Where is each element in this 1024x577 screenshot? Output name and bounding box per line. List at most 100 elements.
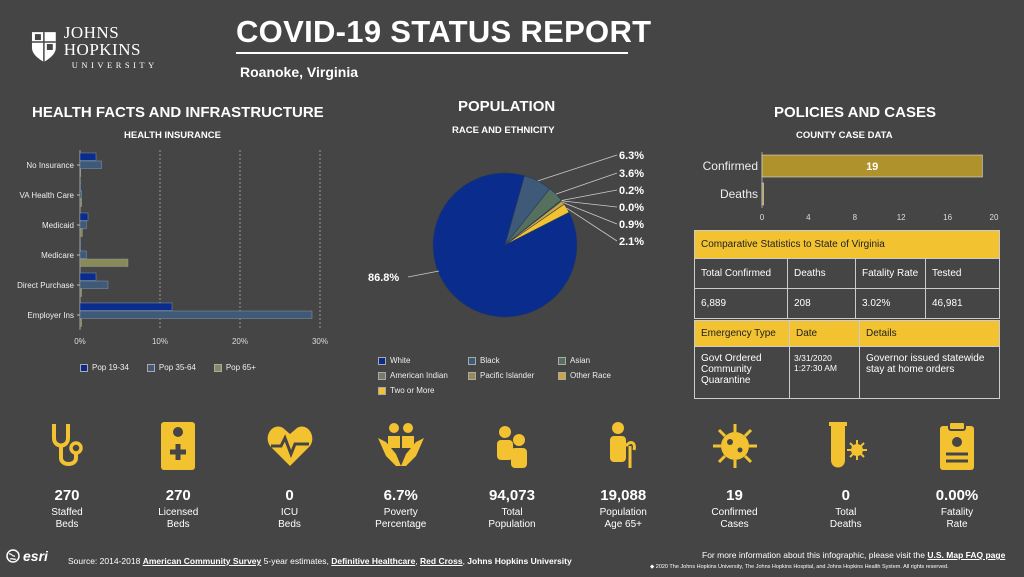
more-info: For more information about this infograp… <box>702 550 1005 560</box>
jhu-source: Johns Hopkins University <box>467 556 572 566</box>
legend-asian: Asian <box>558 356 648 365</box>
stat-value: 94,073 <box>489 487 535 504</box>
bar-pop-35-64 <box>79 250 87 259</box>
leader-line <box>407 270 440 278</box>
stat-label: Licensed Beds <box>158 507 199 530</box>
stat-value: 270 <box>54 487 80 504</box>
page-title: COVID-19 STATUS REPORT <box>236 14 652 49</box>
x-tick-label: 0% <box>74 337 86 346</box>
legend-pop-35-64: Pop 35-64 <box>146 363 196 372</box>
x-tick-label: 20% <box>232 337 248 346</box>
copyright: ◆ 2020 The Johns Hopkins University, The… <box>650 564 949 570</box>
population-section-title: POPULATION <box>458 98 556 115</box>
y-tick-label: VA Health Care <box>19 191 74 200</box>
legend-pop-65: Pop 65+ <box>213 363 256 372</box>
bar-pop-65- <box>79 288 82 297</box>
legend-two-or-more: Two or More <box>378 386 468 395</box>
redcross-link[interactable]: Red Cross <box>420 556 463 566</box>
stat-licensed-beds: 270 Licensed Beds <box>123 420 233 531</box>
legend-black: Black <box>468 356 558 365</box>
stat-value: 19,088 <box>600 487 647 504</box>
esri-logo: esri <box>6 548 48 564</box>
bar-pop-65- <box>79 198 82 207</box>
x-tick-label: 10% <box>152 337 168 346</box>
bar-pop-35-64 <box>79 310 313 319</box>
race-ethnicity-pie: 86.8% 6.3% 3.6% 0.2% 0.0% 0.9% 2.1% <box>368 150 644 318</box>
slice-two-or-more <box>504 203 570 246</box>
x-tick-label: 0 <box>760 213 765 222</box>
acs-link[interactable]: American Community Survey <box>142 556 262 566</box>
bar-pop-35-64 <box>79 220 87 229</box>
emerg-header-type: Emergency Type <box>694 320 790 347</box>
location-subtitle: Roanoke, Virginia <box>240 64 358 80</box>
stat-icu-beds: 0 ICU Beds <box>235 420 345 531</box>
logo-sub: UNIVERSITY <box>71 60 158 71</box>
stat-label: Total Deaths <box>829 507 862 530</box>
x-tick-label: 4 <box>806 213 811 222</box>
hospital-bed-icon <box>161 422 196 470</box>
x-tick-label: 30% <box>312 337 328 346</box>
health-chart-title: HEALTH INSURANCE <box>124 130 221 141</box>
more-info-text: For more information about this infograp… <box>702 550 926 560</box>
stat-label: ICU Beds <box>278 507 301 530</box>
emerg-header-date: Date <box>789 320 860 347</box>
pie-value-label: 0.0% <box>619 202 644 214</box>
source-prefix: Source: 2014-2018 <box>68 556 141 566</box>
y-tick-label: Medicaid <box>42 221 74 230</box>
heartbeat-icon <box>267 426 312 466</box>
elderly-icon <box>610 422 637 468</box>
emerg-details: Governor issued statewide stay at home o… <box>859 346 1000 399</box>
comp-header-deaths: Deaths <box>787 258 856 289</box>
bar-pop-19-34 <box>79 242 82 251</box>
bar-pop-19-34 <box>79 212 89 221</box>
stat-value: 270 <box>165 487 191 504</box>
bar-pop-65- <box>79 318 82 327</box>
pie-value-label: 86.8% <box>368 272 399 284</box>
bar-pop-35-64 <box>79 190 82 199</box>
policies-section-title: POLICIES AND CASES <box>774 104 936 121</box>
stat-population-65: 19,088 Population Age 65+ <box>568 420 678 531</box>
globe-icon <box>6 549 20 563</box>
health-section-title: HEALTH FACTS AND INFRASTRUCTURE <box>32 104 324 121</box>
hands-people-icon <box>377 423 424 466</box>
title-rule <box>236 52 628 54</box>
bar-pop-65- <box>79 258 129 267</box>
health-legend: Pop 19-34 Pop 35-64 Pop 65+ <box>80 363 256 372</box>
comp-header-tested: Tested <box>925 258 1000 289</box>
faq-link[interactable]: U.S. Map FAQ page <box>927 550 1006 560</box>
legend-other-race: Other Race <box>558 371 648 380</box>
bar-pop-19-34 <box>79 302 173 311</box>
pie-value-label: 0.9% <box>619 219 644 231</box>
population-legend: White Black Asian American Indian Pacifi… <box>378 356 678 395</box>
bar-pop-65- <box>79 168 82 177</box>
clipboard-icon <box>940 421 974 470</box>
y-tick-label: Employer Ins <box>27 311 74 320</box>
y-tick-label: No Insurance <box>26 161 74 170</box>
emerg-header-details: Details <box>859 320 1000 347</box>
pie-value-label: 3.6% <box>619 168 644 180</box>
stat-label: Staffed Beds <box>51 507 83 530</box>
case-chart-title: COUNTY CASE DATA <box>796 130 893 141</box>
source-line: Source: 2014-2018 American Community Sur… <box>68 556 572 566</box>
pie-value-label: 0.2% <box>619 185 644 197</box>
case-bar <box>761 182 764 206</box>
leader-line <box>566 207 618 242</box>
bar-pop-19-34 <box>79 152 97 161</box>
comp-value-deaths: 208 <box>787 288 856 319</box>
bar-pop-35-64 <box>79 280 109 289</box>
logo-name: JOHNS HOPKINS <box>63 23 141 60</box>
comp-title: Comparative Statistics to State of Virgi… <box>694 230 1000 259</box>
stats-row: 270 Staffed Beds 270 Licensed Beds 0 ICU… <box>12 420 1012 531</box>
test-tube-icon <box>828 422 867 468</box>
comp-value-confirmed: 6,889 <box>694 288 788 319</box>
dh-link[interactable]: Definitive Healthcare <box>331 556 416 566</box>
comp-value-fatality: 3.02% <box>855 288 926 319</box>
comp-value-tested: 46,981 <box>925 288 1000 319</box>
y-tick-label: Deaths <box>720 187 758 201</box>
legend-pop-19-34: Pop 19-34 <box>80 363 129 372</box>
stat-value: 0 <box>841 487 850 504</box>
leader-line <box>555 172 618 195</box>
legend-american-indian: American Indian <box>378 371 468 380</box>
x-tick-label: 12 <box>897 213 906 222</box>
stethoscope-icon <box>52 424 83 466</box>
